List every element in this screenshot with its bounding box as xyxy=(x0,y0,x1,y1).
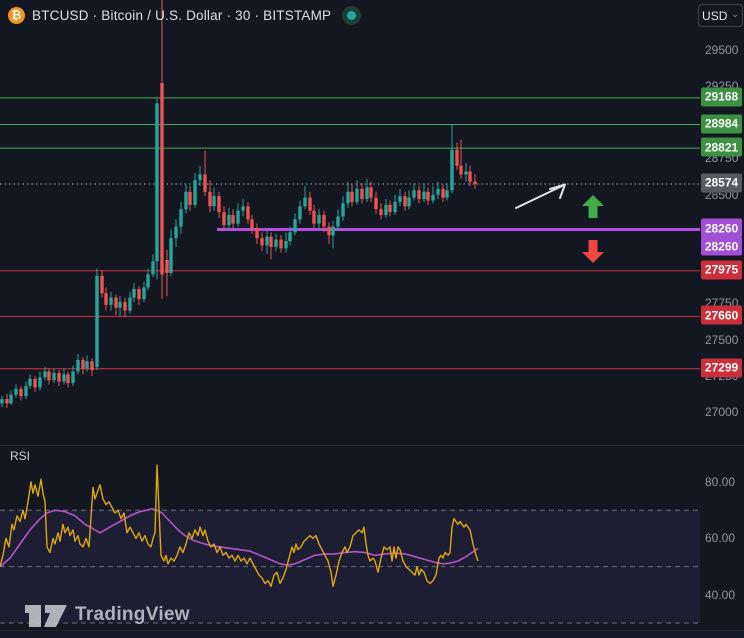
chevron-down-icon: ⌄ xyxy=(731,9,739,19)
market-open-dot xyxy=(347,10,357,20)
rsi-plot xyxy=(0,464,479,587)
bitcoin-icon: ₿ xyxy=(8,6,25,24)
tradingview-logo[interactable]: TradingView xyxy=(24,601,190,629)
symbol-legend-text: BTCUSD · Bitcoin / U.S. Dollar · 30 · BI… xyxy=(32,7,332,23)
rsi-band xyxy=(0,510,700,623)
candles-layer xyxy=(0,0,477,408)
rsi-pane-label: RSI xyxy=(10,449,31,463)
currency-toggle-button[interactable]: USD ⌄ xyxy=(698,4,743,27)
currency-label: USD xyxy=(702,8,728,23)
price-level-lines[interactable] xyxy=(0,97,700,370)
market-status-icon[interactable] xyxy=(342,5,362,25)
tradingview-logo-icon xyxy=(25,605,67,627)
symbol-legend[interactable]: ₿ BTCUSD · Bitcoin / U.S. Dollar · 30 · … xyxy=(8,4,362,26)
pane-separator[interactable] xyxy=(0,445,744,446)
time-axis-strip[interactable] xyxy=(0,630,744,638)
annotation-arrows[interactable] xyxy=(515,183,604,264)
tradingview-logo-text: TradingView xyxy=(75,604,190,625)
